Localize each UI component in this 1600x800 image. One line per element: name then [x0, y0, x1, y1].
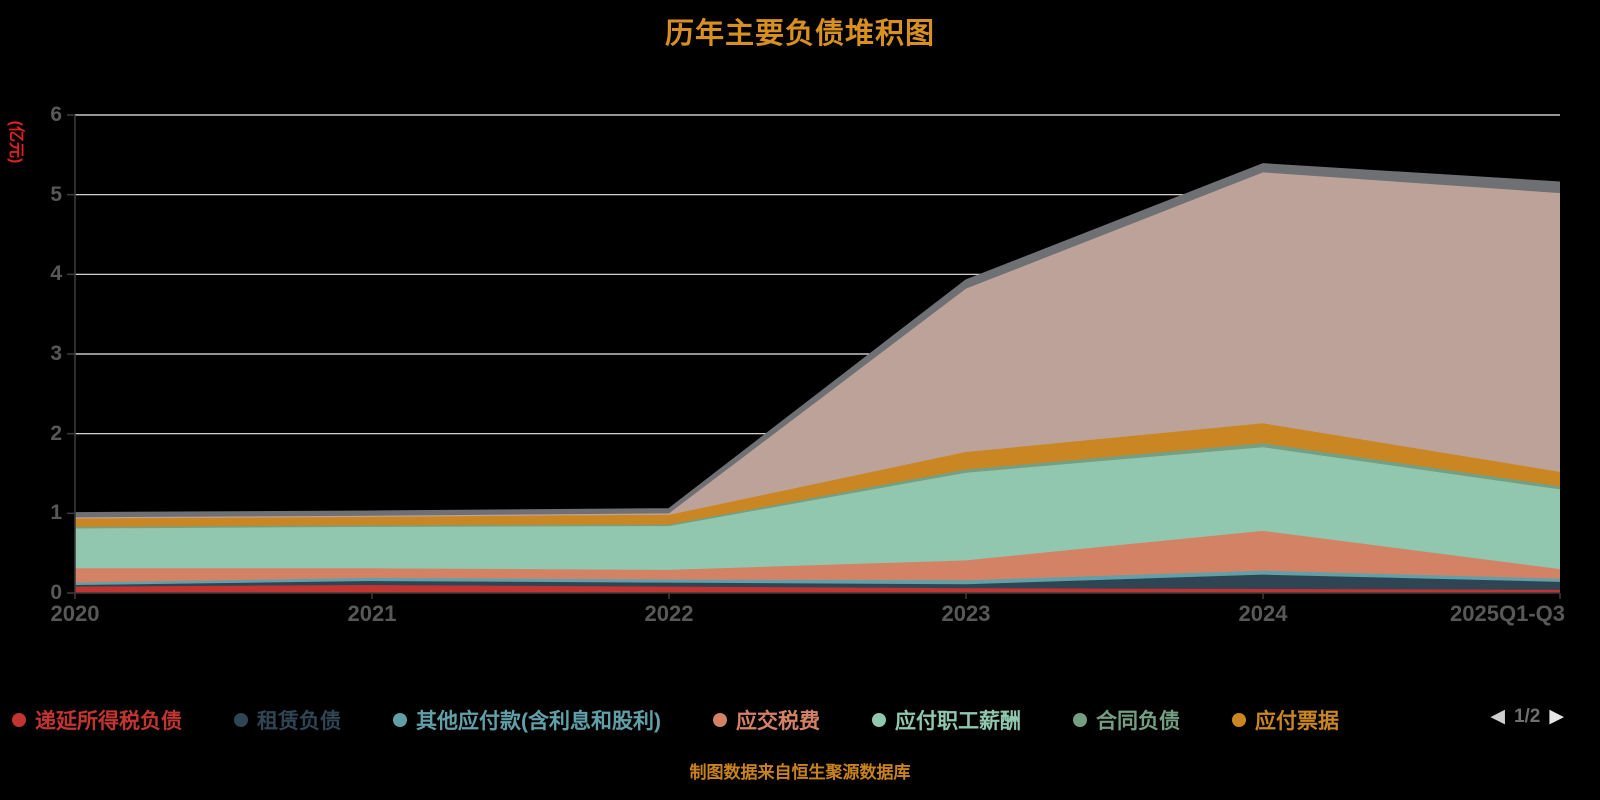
chart-title: 历年主要负债堆积图: [664, 18, 935, 50]
x-axis-tick-label: 2025Q1-Q3: [1450, 601, 1565, 626]
legend-marker-circle: [713, 713, 727, 727]
legend-marker-circle: [393, 713, 407, 727]
legend-label: 应付票据: [1255, 710, 1339, 733]
x-axis-tick-label: 2021: [347, 601, 397, 626]
legend-marker-circle: [872, 713, 886, 727]
y-axis-tick-label: 5: [50, 182, 62, 206]
legend-marker-circle: [234, 713, 248, 727]
legend-marker-circle: [12, 713, 26, 727]
y-axis-tick-label: 4: [50, 262, 62, 286]
legend-item[interactable]: 应付票据: [1232, 705, 1339, 735]
legend-label: 应付职工薪酬: [895, 710, 1021, 733]
legend-item[interactable]: 其他应付款(含利息和股利): [393, 705, 661, 735]
legend-item[interactable]: 递延所得税负债: [12, 705, 182, 735]
legend-item[interactable]: 应付职工薪酬: [872, 705, 1021, 735]
legend-page-indicator: 1/2: [1513, 706, 1541, 727]
y-axis-tick-label: 3: [50, 342, 62, 365]
data-source-caption: 制图数据来自恒生聚源数据库: [689, 763, 911, 782]
y-axis-tick-label: 0: [50, 581, 62, 604]
legend-prev-page-icon[interactable]: ◀: [1490, 706, 1505, 727]
legend-item[interactable]: 租赁负债: [234, 705, 341, 735]
x-axis-tick-label: 2022: [644, 601, 694, 626]
legend-bar: 递延所得税负债 租赁负债 其他应付款(含利息和股利) 应交税费 应付职工薪酬 合同负债 应付…: [12, 703, 1588, 737]
x-axis-tick-label: 2024: [1238, 601, 1288, 626]
legend-label: 合同负债: [1096, 710, 1180, 733]
legend-pagination: ◀ 1/2 ▶: [1490, 705, 1564, 729]
legend-marker-circle: [1073, 713, 1087, 727]
legend-label: 租赁负债: [257, 710, 341, 733]
x-axis-tick-label: 2020: [50, 601, 100, 626]
legend-label: 应交税费: [736, 710, 820, 733]
legend-next-page-icon[interactable]: ▶: [1549, 706, 1564, 727]
legend-label: 其他应付款(含利息和股利): [416, 710, 661, 733]
legend-item[interactable]: 应交税费: [713, 705, 820, 735]
y-axis-tick-label: 2: [50, 421, 62, 445]
y-axis-tick-label: 1: [50, 501, 62, 525]
y-axis-tick-label: 6: [50, 103, 62, 126]
x-axis-tick-label: 2023: [941, 601, 991, 626]
legend-label: 递延所得税负债: [35, 710, 182, 733]
legend-items: 递延所得税负债 租赁负债 其他应付款(含利息和股利) 应交税费 应付职工薪酬 合同负债 应付…: [12, 705, 1339, 735]
legend-marker-circle: [1232, 713, 1246, 727]
legend-item[interactable]: 合同负债: [1073, 705, 1180, 735]
